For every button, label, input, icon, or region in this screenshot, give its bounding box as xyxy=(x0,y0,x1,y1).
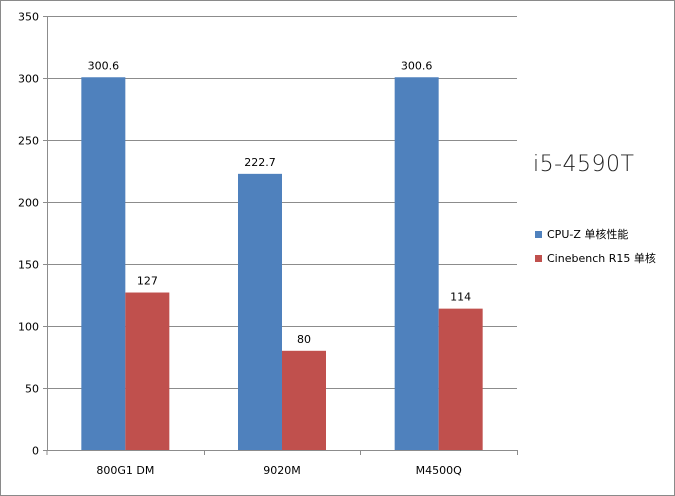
y-tick-label: 250 xyxy=(18,135,39,148)
data-label: 300.6 xyxy=(88,59,120,72)
cpu-model-annotation: i5-4590T xyxy=(533,152,635,177)
bar-cpuz-1 xyxy=(238,173,282,451)
data-label: 114 xyxy=(450,291,471,304)
y-tick-label: 0 xyxy=(32,445,39,458)
bar-cinebench-1 xyxy=(282,350,326,450)
y-tick-label: 100 xyxy=(18,321,39,334)
y-tick-label: 200 xyxy=(18,197,39,210)
y-tick-label: 350 xyxy=(18,11,39,24)
bar-cpuz-0 xyxy=(81,77,126,451)
legend-label: Cinebench R15 单核 xyxy=(547,251,656,265)
bars: 300.6 127 222.7 80 300.6 114 xyxy=(81,59,483,451)
bar-cpuz-2 xyxy=(394,77,439,451)
bar-cinebench-0 xyxy=(125,292,170,450)
x-category-label: 9020M xyxy=(263,464,301,477)
data-label: 300.6 xyxy=(401,59,433,72)
x-axis: 800G1 DM 9020M M4500Q xyxy=(46,450,518,477)
y-tick-label: 150 xyxy=(18,259,39,272)
y-axis: 0 50 100 150 200 250 300 350 xyxy=(18,11,48,458)
x-category-label: 800G1 DM xyxy=(96,464,154,477)
legend-label: CPU-Z 单核性能 xyxy=(547,227,628,241)
bar-cinebench-2 xyxy=(438,308,483,450)
legend-swatch-1 xyxy=(535,255,542,262)
data-label: 127 xyxy=(137,275,158,288)
legend-swatch-0 xyxy=(535,231,542,238)
x-category-label: M4500Q xyxy=(416,464,462,477)
legend: CPU-Z 单核性能 Cinebench R15 单核 xyxy=(535,227,656,265)
y-tick-label: 50 xyxy=(25,383,39,396)
data-label: 222.7 xyxy=(244,156,276,169)
data-label: 80 xyxy=(297,333,311,346)
y-tick-label: 300 xyxy=(18,73,39,86)
